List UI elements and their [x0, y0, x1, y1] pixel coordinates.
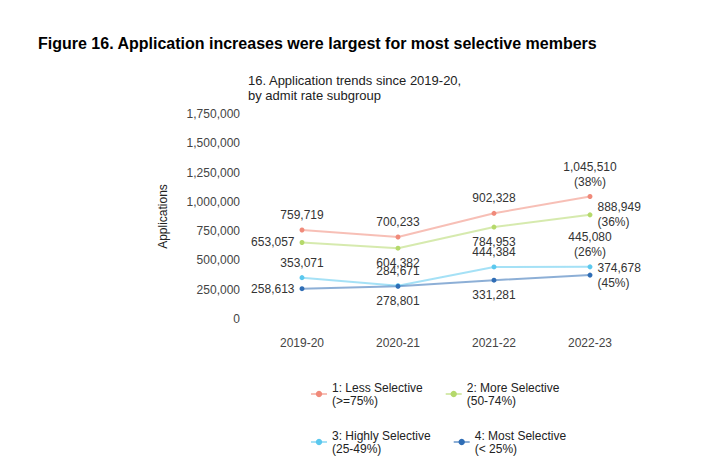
svg-text:(< 25%): (< 25%): [475, 442, 517, 456]
svg-text:1,250,000: 1,250,000: [187, 166, 241, 180]
svg-text:(26%): (26%): [574, 245, 606, 259]
svg-text:(36%): (36%): [598, 215, 630, 229]
svg-text:653,057: 653,057: [251, 235, 295, 249]
svg-text:374,678: 374,678: [598, 261, 642, 275]
svg-text:2019-20: 2019-20: [280, 336, 324, 350]
svg-text:700,233: 700,233: [376, 215, 420, 229]
svg-text:1: Less Selective: 1: Less Selective: [332, 381, 423, 395]
svg-text:2022-23: 2022-23: [568, 336, 612, 350]
svg-text:1,000,000: 1,000,000: [187, 195, 241, 209]
svg-text:2020-21: 2020-21: [376, 336, 420, 350]
svg-text:(25-49%): (25-49%): [332, 442, 381, 456]
svg-text:278,801: 278,801: [376, 294, 420, 308]
svg-text:759,719: 759,719: [280, 208, 324, 222]
svg-text:(38%): (38%): [574, 175, 606, 189]
svg-text:258,613: 258,613: [251, 282, 295, 296]
svg-text:16. Application trends since 2: 16. Application trends since 2019-20,: [248, 73, 461, 88]
svg-text:1,045,510: 1,045,510: [563, 160, 617, 174]
svg-text:2021-22: 2021-22: [472, 336, 516, 350]
svg-text:(>=75%): (>=75%): [332, 394, 378, 408]
svg-text:Figure 16. Application increas: Figure 16. Application increases were la…: [38, 35, 597, 52]
svg-text:888,949: 888,949: [598, 200, 642, 214]
svg-text:1,750,000: 1,750,000: [187, 107, 241, 121]
svg-text:331,281: 331,281: [472, 288, 516, 302]
svg-text:284,671: 284,671: [376, 264, 420, 278]
svg-text:902,328: 902,328: [472, 191, 516, 205]
svg-text:0: 0: [233, 312, 240, 326]
svg-text:3: Highly Selective: 3: Highly Selective: [332, 429, 431, 443]
svg-text:2: More Selective: 2: More Selective: [467, 381, 560, 395]
svg-text:1,500,000: 1,500,000: [187, 136, 241, 150]
svg-text:784,953: 784,953: [472, 235, 516, 249]
svg-text:750,000: 750,000: [197, 224, 241, 238]
svg-text:by admit rate subgroup: by admit rate subgroup: [248, 88, 381, 103]
svg-text:500,000: 500,000: [197, 253, 241, 267]
svg-text:(50-74%): (50-74%): [467, 394, 516, 408]
svg-text:(45%): (45%): [598, 276, 630, 290]
svg-text:Applications: Applications: [156, 184, 170, 249]
svg-text:250,000: 250,000: [197, 283, 241, 297]
svg-text:353,071: 353,071: [280, 256, 324, 270]
svg-text:445,080: 445,080: [568, 230, 612, 244]
svg-text:4: Most Selective: 4: Most Selective: [475, 429, 567, 443]
svg-text:444,384: 444,384: [472, 245, 516, 259]
